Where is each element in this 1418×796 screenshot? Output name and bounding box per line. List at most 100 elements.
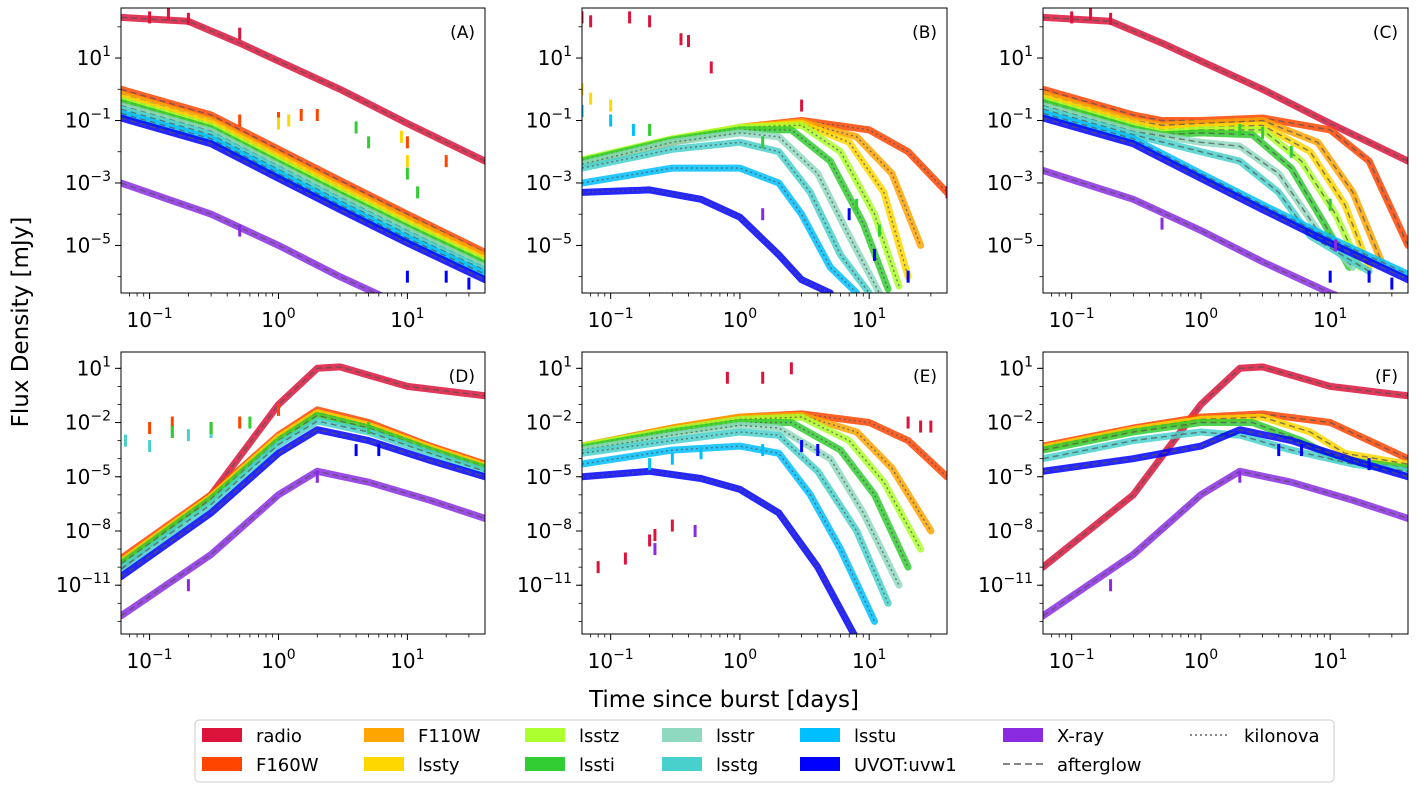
- y-axis-title: Flux Density [mJy]: [8, 217, 34, 428]
- legend-label: afterglow: [1057, 755, 1141, 776]
- x-tick-label: 100: [1184, 306, 1218, 332]
- model-line: [1043, 169, 1333, 293]
- legend-item-lssti: lssti: [525, 755, 615, 776]
- y-tick-label: 10−1: [65, 107, 111, 133]
- model-line: [582, 189, 831, 293]
- legend-label: lsstz: [579, 726, 619, 747]
- legend-item-x-ray: X-ray: [1003, 726, 1104, 747]
- model-line: [582, 424, 900, 586]
- legend-label: UVOT:uvw1: [854, 755, 957, 776]
- y-tick-label: 10−8: [65, 517, 111, 543]
- y-tick-label: 10−8: [987, 517, 1033, 543]
- model-line: [121, 428, 485, 578]
- model-line: [121, 112, 485, 275]
- x-tick-label: 100: [723, 647, 757, 673]
- y-tick-label: 10−5: [65, 463, 111, 489]
- series-uvot-uvw1: [582, 467, 858, 634]
- legend-label: radio: [256, 726, 302, 747]
- y-tick-label: 101: [77, 44, 111, 70]
- x-tick-label: 101: [852, 306, 886, 332]
- legend-swatch: [364, 728, 404, 742]
- model-line: [1043, 16, 1408, 162]
- legend-swatch: [662, 728, 702, 742]
- model-line: [582, 414, 932, 532]
- legend-label: kilonova: [1244, 726, 1320, 747]
- legend-label: lsstr: [716, 726, 755, 747]
- series-x-ray: [1043, 467, 1408, 620]
- model-line: [582, 431, 889, 604]
- model-line: [582, 445, 876, 622]
- legend-item-kilonova: kilonova: [1190, 726, 1320, 747]
- legend-frame: [194, 719, 1335, 783]
- x-tick-label: 10−1: [127, 647, 173, 673]
- panel-frame: [1042, 351, 1409, 635]
- series-radio: [121, 13, 485, 165]
- x-tick-label: 10−1: [127, 306, 173, 332]
- model-line: [121, 470, 485, 617]
- model-line: [1043, 428, 1408, 478]
- x-tick-label: 101: [390, 647, 424, 673]
- y-tick-label: 101: [999, 354, 1033, 380]
- legend-swatch: [364, 757, 404, 771]
- y-tick-label: 10−3: [526, 169, 572, 195]
- legend: radio F160W F110W lssty lsstz lssti lsstr lsstg…: [194, 719, 1335, 783]
- model-line: [582, 121, 922, 246]
- model-line: [582, 124, 900, 287]
- series-lsstu: [582, 164, 861, 293]
- model-line: [1043, 431, 1408, 472]
- model-line: [582, 141, 870, 293]
- x-tick-label: 10−1: [588, 647, 634, 673]
- series-radio: [1043, 13, 1408, 165]
- legend-swatch: [662, 757, 702, 771]
- legend-label: lssty: [418, 755, 460, 776]
- model-line: [582, 132, 881, 293]
- y-tick-label: 10−11: [56, 571, 111, 597]
- y-tick-label: 10−3: [987, 169, 1033, 195]
- y-tick-label: 10−5: [987, 463, 1033, 489]
- legend-swatch: [525, 757, 565, 771]
- y-tick-label: 101: [999, 44, 1033, 70]
- model-line: [121, 108, 485, 271]
- legend-label: lsstu: [854, 726, 896, 747]
- y-tick-label: 10−1: [987, 107, 1033, 133]
- y-tick-label: 10−3: [65, 169, 111, 195]
- model-line: [1043, 96, 1370, 268]
- panel-label: (D): [449, 367, 475, 387]
- x-axis-title: Time since burst [days]: [588, 687, 859, 713]
- y-tick-label: 10−8: [526, 517, 572, 543]
- model-line: [1043, 117, 1408, 281]
- legend-item-f110w: F110W: [364, 726, 481, 747]
- legend-swatch: [1003, 728, 1043, 742]
- panel-label: (C): [1373, 23, 1398, 43]
- y-tick-label: 101: [538, 44, 572, 70]
- y-tick-label: 101: [77, 354, 111, 380]
- legend-item-afterglow: afterglow: [1003, 755, 1141, 776]
- y-tick-label: 10−2: [987, 409, 1033, 435]
- legend-swatch: [202, 757, 242, 771]
- legend-item-lsstu: lsstu: [800, 726, 896, 747]
- y-tick-label: 10−2: [65, 409, 111, 435]
- legend-item-lsstz: lsstz: [525, 726, 619, 747]
- x-tick-label: 100: [723, 306, 757, 332]
- panel-4: 10−1 100 101 101 10−2 10−5 10−8 10−11 (D): [56, 351, 486, 673]
- y-tick-label: 10−5: [526, 463, 572, 489]
- legend-label: F110W: [418, 726, 481, 747]
- y-tick-label: 10−5: [987, 231, 1033, 257]
- legend-label: X-ray: [1057, 726, 1104, 747]
- model-line: [121, 16, 485, 162]
- model-line: [1043, 470, 1408, 617]
- legend-swatch: [525, 728, 565, 742]
- panel-label: (B): [912, 23, 937, 43]
- model-line: [1043, 366, 1408, 568]
- panel-frame: [120, 7, 486, 294]
- y-tick-label: 10−5: [526, 231, 572, 257]
- plot-area: [1043, 363, 1408, 620]
- legend-label: F160W: [256, 755, 319, 776]
- panel-label: (E): [913, 367, 937, 387]
- legend-swatch: [800, 757, 840, 771]
- x-tick-label: 100: [261, 306, 295, 332]
- model-line: [582, 122, 909, 277]
- x-tick-label: 10−1: [1049, 647, 1095, 673]
- x-tick-label: 10−1: [1049, 306, 1095, 332]
